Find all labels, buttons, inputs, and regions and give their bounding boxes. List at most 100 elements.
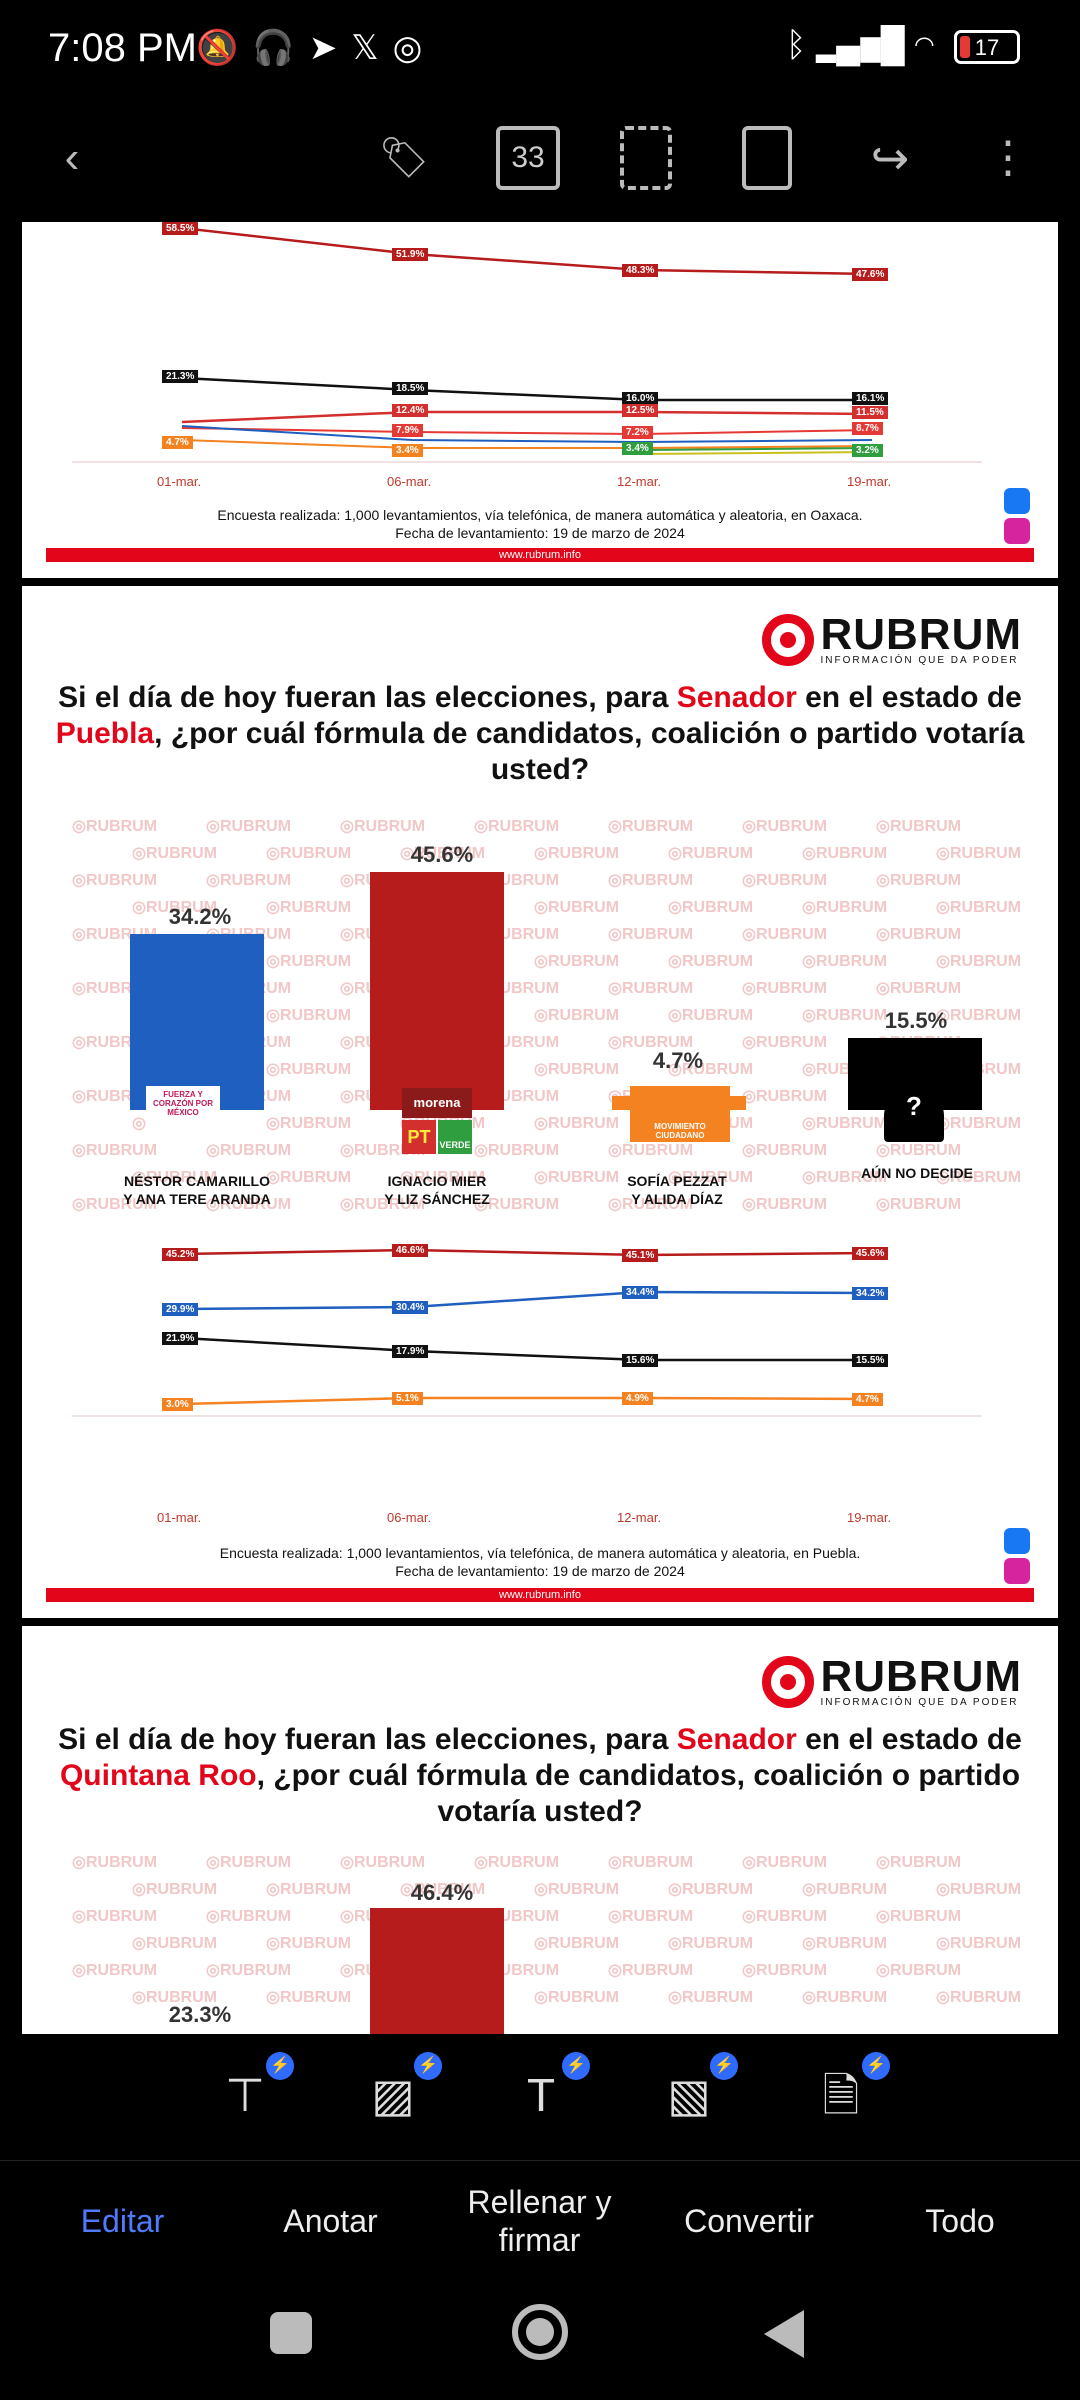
candidate-name: AÚN NO DECIDE — [860, 1165, 973, 1181]
x-label: 19-mar. — [847, 1510, 892, 1525]
watermark-text: ◎RUBRUM — [206, 818, 292, 835]
label-black-1: 21.3% — [162, 370, 199, 383]
x-label: 12-mar. — [617, 474, 662, 489]
watermark-text: ◎RUBRUM — [802, 1169, 888, 1186]
trend-line-red — [181, 1248, 873, 1257]
tab-todo[interactable]: Todo — [925, 2203, 995, 2239]
clock: 7:08 PM — [48, 26, 197, 70]
chrome-icon: ◎ — [392, 29, 437, 67]
watermark-text: ◎RUBRUM — [72, 1196, 158, 1213]
footnote-date: Fecha de levantamiento: 19 de marzo de 2… — [395, 1563, 685, 1579]
trend-line-blue — [181, 425, 873, 444]
add-text-icon[interactable]: T ⚡ — [506, 2052, 590, 2130]
mc-logo: MOVIMIENTO CIUDADANO — [630, 1086, 730, 1142]
tab-editar[interactable]: Editar — [80, 2203, 165, 2239]
morena-logo: morena — [402, 1088, 472, 1118]
trend-line-red3 — [181, 427, 873, 436]
label-red-3: 48.3% — [622, 264, 659, 277]
recents-button[interactable] — [270, 2312, 312, 2354]
watermark-text: ◎RUBRUM — [608, 1854, 694, 1871]
bottom-tabs: Editar Anotar Rellenar y firmar Converti… — [0, 2160, 1080, 2280]
page-count-button[interactable]: 33 — [496, 126, 560, 190]
rubrum-logo: RUBRUM INFORMACIÓN QUE DA PODER — [762, 612, 1022, 666]
watermark-text: ◎RUBRUM — [534, 1935, 620, 1952]
watermark-text: ◎RUBRUM — [206, 1196, 292, 1213]
watermark-text: ◎RUBRUM — [668, 899, 754, 916]
watermark-text: ◎RUBRUM — [534, 1881, 620, 1898]
add-page-icon[interactable]: 🗎 ⚡ — [806, 2052, 890, 2130]
watermark-text: ◎RUBRUM — [132, 1881, 218, 1898]
rubrum-logo: RUBRUM INFORMACIÓN QUE DA PODER — [762, 1654, 1022, 1708]
watermark-text: ◎RUBRUM — [742, 1908, 828, 1925]
label-red3-2: 7.9% — [392, 424, 423, 437]
status-bar: 7:08 PM 🔕🎧➤𝕏◎ ᛒ ▂▄▆█ ◠ 17 — [0, 0, 1080, 100]
watermark-text: ◎RUBRUM — [802, 1007, 888, 1024]
watermark-text: ◎RUBRUM — [266, 899, 352, 916]
more-options-icon[interactable]: ⋮ — [986, 133, 1030, 182]
watermark-text: ◎RUBRUM — [266, 1989, 352, 2006]
wifi-icon: ◠ — [914, 26, 935, 64]
watermark-text: ◎RUBRUM — [742, 1854, 828, 1871]
candidate-name: NÉSTOR CAMARILLO Y ANA TERE ARANDA — [123, 1173, 271, 1207]
watermark-text: ◎RUBRUM — [802, 953, 888, 970]
watermark-text: ◎RUBRUM — [608, 1142, 694, 1159]
add-image-icon[interactable]: ▧ ⚡ — [654, 2052, 738, 2130]
watermark-text: ◎RUBRUM — [936, 845, 1022, 862]
back-arrow-icon[interactable]: ‹ — [64, 133, 80, 182]
system-icons: ᛒ ▂▄▆█ ◠ 17 — [786, 26, 1020, 65]
label-orange-2: 3.4% — [392, 444, 423, 457]
watermark-text: ◎RUBRUM — [742, 1034, 828, 1051]
puebla-trend-chart — [72, 1248, 982, 1417]
fullscreen-icon[interactable] — [620, 126, 672, 190]
bolt-icon: ⚡ — [414, 2052, 442, 2080]
label-red2-4: 11.5% — [852, 406, 888, 419]
edit-image-icon[interactable]: ▨ ⚡ — [358, 2052, 442, 2130]
watermark-text: ◎RUBRUM — [400, 1169, 486, 1186]
watermark-text: ◎RUBRUM — [534, 1115, 620, 1132]
pct-pezzat: 4.7% — [652, 1048, 704, 1073]
watermark-text: ◎RUBRUM — [668, 1061, 754, 1078]
mute-icon: 🔕 — [196, 29, 253, 67]
watermark-text: ◎RUBRUM — [132, 1935, 218, 1952]
watermark-text: ◎RUBRUM — [936, 1115, 1022, 1132]
watermark-text: ◎RUBRUM — [72, 818, 158, 835]
bolt-icon: ⚡ — [862, 2052, 890, 2080]
x-label: 06-mar. — [387, 474, 432, 489]
watermark-text: ◎RUBRUM — [400, 845, 486, 862]
url-bar: www.rubrum.info — [46, 1588, 1034, 1602]
watermark-text: ◎RUBRUM — [266, 1115, 352, 1132]
back-button[interactable] — [764, 2310, 804, 2358]
watermark-text: ◎RUBRUM — [266, 1935, 352, 1952]
watermark-text: ◎RUBRUM — [266, 1061, 352, 1078]
share-icon[interactable]: ↪ — [870, 132, 910, 184]
watermark-text: ◎RUBRUM — [668, 953, 754, 970]
watermark-text: ◎RUBRUM — [876, 818, 962, 835]
label-red: 46.6% — [392, 1244, 429, 1257]
watermark-text: ◎RUBRUM — [936, 1881, 1022, 1898]
tab-anotar[interactable]: Anotar — [283, 2203, 378, 2239]
bar-camarillo — [130, 934, 264, 1110]
watermark-text: ◎RUBRUM — [266, 1881, 352, 1898]
facebook-icon — [1004, 1528, 1030, 1554]
label-orange-1: 4.7% — [162, 436, 193, 449]
edit-text-icon[interactable]: ⊤ ⚡ — [210, 2052, 294, 2130]
tag-icon[interactable]: 🏷 — [378, 136, 430, 180]
reader-mode-icon[interactable] — [742, 126, 792, 190]
tab-rellenar-firmar[interactable]: Rellenar y firmar — [467, 2184, 612, 2258]
x-label: 19-mar. — [847, 474, 892, 489]
footnote: Encuesta realizada: 1,000 levantamientos… — [217, 507, 863, 523]
watermark-text: ◎RUBRUM — [742, 926, 828, 943]
label-black: 17.9% — [392, 1345, 429, 1358]
watermark-text: ◎RUBRUM — [668, 1007, 754, 1024]
watermark-text: ◎RUBRUM — [340, 1854, 426, 1871]
system-nav-bar — [0, 2290, 1080, 2400]
watermark-text: ◎RUBRUM — [206, 1142, 292, 1159]
bolt-icon: ⚡ — [562, 2052, 590, 2080]
watermark-text: ◎RUBRUM — [876, 1854, 962, 1871]
watermark-text: ◎RUBRUM — [534, 899, 620, 916]
x-label: 01-mar. — [157, 1510, 202, 1525]
home-button[interactable] — [512, 2304, 568, 2360]
label-red-4: 47.6% — [852, 268, 889, 281]
tab-convertir[interactable]: Convertir — [684, 2203, 814, 2239]
watermark-text: ◎RUBRUM — [936, 1007, 1022, 1024]
